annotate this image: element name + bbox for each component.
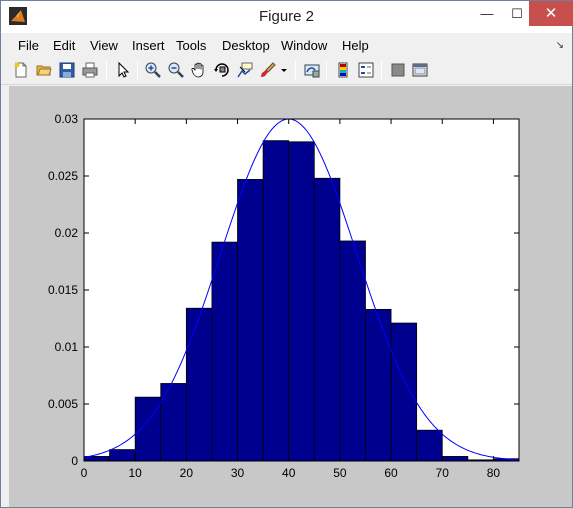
menu-tools[interactable]: Tools [176,38,207,53]
histogram-bar [185,307,213,462]
histogram-bar [237,179,264,462]
matlab-logo-icon [9,7,27,25]
open-file-icon[interactable] [35,61,53,79]
show-plot-tools-icon[interactable] [411,61,429,79]
edit-plot-arrow-icon[interactable] [114,61,132,79]
link-plot-icon[interactable] [303,61,321,79]
y-tick-label: 0.025 [48,169,78,183]
histogram-bar [339,240,366,462]
window-title: Figure 2 [258,8,315,25]
histogram-bar [83,456,110,462]
x-tick-label: 40 [282,466,296,480]
new-figure-icon[interactable] [12,61,30,79]
menu-view[interactable]: View [90,38,118,53]
zoom-in-icon[interactable] [144,61,162,79]
x-tick-label: 30 [231,466,245,480]
x-tick-label: 50 [333,466,347,480]
colorbar-icon[interactable] [334,61,352,79]
histogram-bar [288,141,315,462]
y-tick-label: 0.03 [55,112,79,126]
menu-file[interactable]: File [18,38,39,53]
x-tick-label: 20 [180,466,194,480]
menu-insert[interactable]: Insert [132,38,165,53]
brush-dropdown-icon[interactable] [279,61,289,79]
toolbar-separator [137,61,138,81]
y-tick-label: 0 [71,454,78,468]
pan-hand-icon[interactable] [190,61,208,79]
histogram-bar [109,449,136,462]
y-tick-label: 0.01 [55,340,79,354]
menu-help[interactable]: Help [342,38,369,53]
figure-canvas: 0 10 20 30 40 50 60 70 80 0 0.005 0.01 0.015 0.02 0.0… [9,86,572,507]
histogram-bar [313,177,341,462]
y-tick-label: 0.015 [48,283,78,297]
data-cursor-icon[interactable] [236,61,254,79]
x-tick-label: 10 [128,466,142,480]
y-tick-label: 0.02 [55,226,79,240]
x-tick-label: 60 [384,466,398,480]
normal-fit-curve [83,118,520,461]
legend-icon[interactable] [357,61,375,79]
title-bar[interactable]: Figure 2 — ☐ ✕ [1,1,573,33]
histogram-bar [416,429,443,462]
maximize-button[interactable]: ☐ [511,6,523,21]
hide-plot-tools-icon[interactable] [389,61,407,79]
toolbar-separator [381,61,382,81]
save-icon[interactable] [58,61,76,79]
menu-window[interactable]: Window [281,38,328,53]
menu-bar: File Edit View Insert Tools Desktop Wind… [1,34,572,57]
histogram-bar [441,456,469,462]
histogram-bar [134,396,162,462]
close-button[interactable]: ✕ [529,1,573,26]
print-icon[interactable] [81,61,99,79]
menu-edit[interactable]: Edit [53,38,76,53]
histogram-bar [262,140,290,462]
x-tick-label: 0 [81,466,88,480]
histogram-bar [211,241,238,462]
toolbar-separator [106,61,107,81]
figure-toolbar [1,57,572,85]
histogram-bar [390,322,418,462]
histogram-bar [365,308,392,462]
x-tick-label: 80 [487,466,501,480]
zoom-out-icon[interactable] [167,61,185,79]
toolbar-separator [295,61,296,81]
minimize-button[interactable]: — [480,6,494,21]
brush-icon[interactable] [259,61,277,79]
menu-desktop[interactable]: Desktop [222,38,270,53]
y-tick-label: 0.005 [48,397,78,411]
histogram-chart: 0 10 20 30 40 50 60 70 80 0 0.005 0.01 0.015 0.02 0.0… [48,112,520,480]
dock-arrow-icon[interactable]: ↘ [555,40,564,51]
toolbar-separator [326,61,327,81]
rotate-3d-icon[interactable] [213,61,231,79]
x-tick-label: 70 [436,466,450,480]
